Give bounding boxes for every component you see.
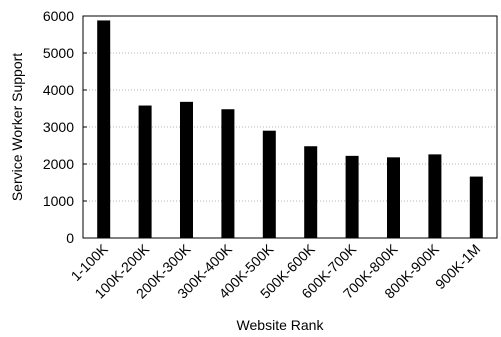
x-axis-title: Website Rank (237, 317, 325, 333)
y-tick-label: 6000 (43, 8, 74, 24)
x-axis-ticks: 1-100K100K-200K200K-300K300K-400K400K-50… (68, 234, 483, 302)
bar-900K-1M (469, 176, 483, 238)
bar-700K-800K (387, 157, 400, 238)
y-axis-title: Service Worker Support (9, 53, 25, 201)
y-tick-label: 2000 (43, 156, 74, 172)
x-tick-label: 900K-1M (432, 241, 483, 292)
y-tick-label: 3000 (43, 119, 74, 135)
bar-300K-400K (221, 109, 235, 239)
bar-1-100K (97, 20, 111, 238)
bar-800K-900K (428, 154, 442, 238)
bar-500K-600K (304, 146, 318, 238)
bar-100K-200K (138, 105, 152, 238)
y-axis-ticks: 0 1000 2000 3000 4000 5000 6000 (43, 8, 87, 246)
y-tick-label: 5000 (43, 45, 74, 61)
bar-600K-700K (345, 155, 359, 238)
bar-200K-300K (180, 101, 193, 238)
y-tick-label: 4000 (43, 82, 74, 98)
y-tick-label: 1000 (43, 193, 74, 209)
y-tick-label: 0 (66, 230, 74, 246)
bar-400K-500K (262, 130, 276, 238)
bars (97, 20, 483, 239)
gridlines (83, 52, 497, 202)
